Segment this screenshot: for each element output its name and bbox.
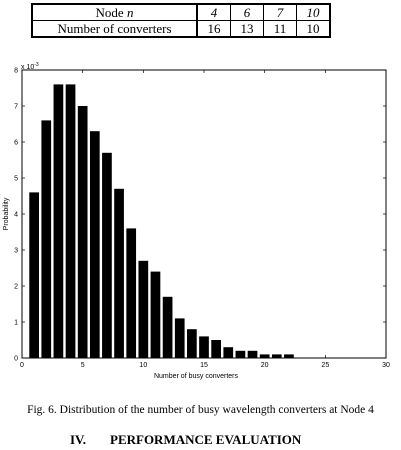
table-cell: 13: [230, 20, 264, 38]
x-tick-label: 30: [382, 362, 390, 369]
bar: [187, 329, 197, 358]
table-row: Number of converters 16 13 11 10: [31, 20, 331, 38]
table-cell: 10: [296, 20, 331, 38]
table-cell: 16: [196, 20, 231, 38]
bar: [89, 131, 100, 358]
y-tick-label: 7: [14, 104, 18, 111]
bar: [162, 296, 173, 358]
table-cell: 10: [296, 3, 331, 21]
bar: [284, 354, 294, 358]
x-tick-label: 15: [200, 362, 208, 369]
table-row: Node n 4 6 7 10: [31, 3, 331, 21]
x-tick-label: 10: [139, 362, 147, 369]
table-cell: 6: [230, 3, 264, 21]
y-axis-label: Probability: [3, 197, 10, 230]
bar: [53, 84, 64, 359]
x-axis-label: Number of busy converters: [154, 373, 239, 380]
table-cell: 4: [196, 3, 231, 21]
probability-bar-chart: 0 5 10 15 20 25 30 0 1 2 3 4 5 6 7 8 x 10-3 Number of …: [3, 62, 390, 380]
bar: [114, 188, 124, 358]
table-cell: 11: [263, 20, 297, 38]
bar: [29, 192, 39, 358]
bar: [41, 120, 52, 359]
figure-caption: Fig. 6. Distribution of the number of bu…: [27, 404, 374, 416]
x-tick-label: 20: [261, 362, 269, 369]
bar: [174, 318, 185, 358]
section-title: PERFORMANCE EVALUATION: [110, 432, 302, 447]
bar: [211, 340, 221, 358]
table-header-node: Node n: [31, 3, 198, 21]
bar: [126, 228, 137, 358]
y-tick-label: 6: [14, 140, 18, 147]
y-tick-label: 3: [14, 248, 18, 255]
table-cell: 7: [263, 3, 297, 21]
y-tick-label: 8: [14, 68, 18, 75]
bar: [199, 336, 209, 358]
y-tick-label: 5: [14, 176, 18, 183]
x-tick-label: 5: [81, 362, 85, 369]
converters-table: Node n 4 6 7 10 Number of converters 16 …: [31, 3, 331, 38]
bar: [235, 350, 246, 358]
y-tick-label: 4: [14, 212, 18, 219]
bar: [138, 260, 149, 358]
table-header-converters: Number of converters: [31, 20, 198, 38]
y-axis-multiplier: x 10-3: [21, 62, 39, 71]
x-tick-label: 0: [20, 362, 24, 369]
y-tick-label: 2: [14, 284, 18, 291]
node-variable: n: [126, 5, 134, 20]
section-number: IV.: [70, 432, 87, 447]
bar: [65, 84, 76, 359]
y-tick-label: 1: [14, 320, 18, 327]
y-tick-label: 0: [14, 356, 18, 363]
node-label: Node: [95, 5, 124, 20]
bar: [150, 271, 161, 358]
bar: [223, 347, 234, 358]
bar: [102, 152, 112, 358]
x-tick-label: 25: [321, 362, 329, 369]
bar: [77, 106, 88, 358]
plot-frame: [21, 69, 387, 359]
section-heading: IV. PERFORMANCE EVALUATION: [70, 432, 301, 448]
bar: [271, 354, 282, 358]
bar: [247, 350, 258, 358]
